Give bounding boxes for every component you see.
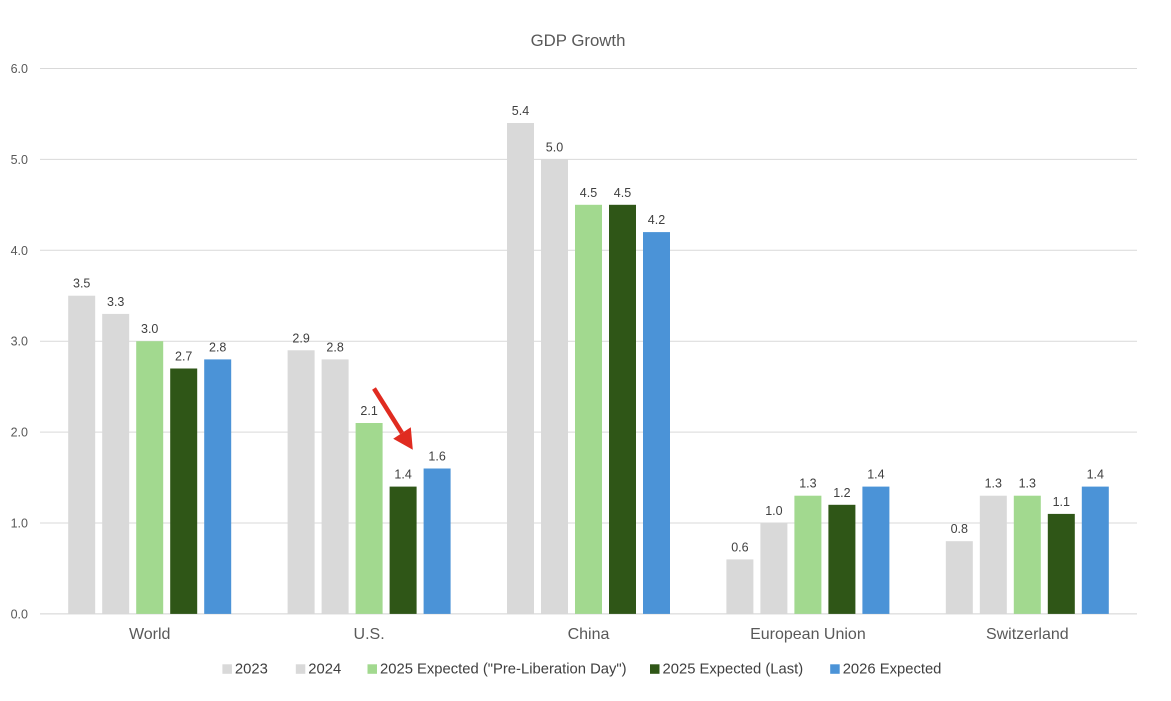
- svg-text:European Union: European Union: [750, 626, 866, 643]
- svg-text:1.4: 1.4: [1087, 468, 1104, 482]
- svg-text:4.5: 4.5: [580, 186, 597, 200]
- svg-text:2.0: 2.0: [11, 426, 28, 440]
- svg-text:2024: 2024: [308, 662, 341, 678]
- svg-text:1.0: 1.0: [11, 517, 28, 531]
- svg-text:1.4: 1.4: [867, 468, 884, 482]
- svg-text:World: World: [129, 626, 171, 643]
- svg-text:4.0: 4.0: [11, 244, 28, 258]
- svg-text:1.6: 1.6: [428, 450, 445, 464]
- svg-text:5.4: 5.4: [512, 104, 529, 118]
- svg-text:1.0: 1.0: [765, 504, 782, 518]
- svg-text:6.0: 6.0: [11, 62, 28, 76]
- svg-text:1.3: 1.3: [985, 477, 1002, 491]
- svg-text:3.0: 3.0: [11, 335, 28, 349]
- svg-text:1.4: 1.4: [394, 468, 411, 482]
- svg-text:2025 Expected (Last): 2025 Expected (Last): [663, 662, 804, 678]
- svg-text:GDP Growth: GDP Growth: [531, 31, 626, 50]
- svg-text:5.0: 5.0: [11, 153, 28, 167]
- svg-text:3.3: 3.3: [107, 295, 124, 309]
- svg-text:0.8: 0.8: [951, 522, 968, 536]
- svg-text:2.8: 2.8: [326, 340, 343, 354]
- svg-text:2.9: 2.9: [292, 331, 309, 345]
- svg-text:0.0: 0.0: [11, 607, 28, 621]
- svg-text:2023: 2023: [235, 662, 268, 678]
- svg-text:1.1: 1.1: [1053, 495, 1070, 509]
- svg-text:3.0: 3.0: [141, 322, 158, 336]
- svg-text:4.2: 4.2: [648, 213, 665, 227]
- svg-text:Switzerland: Switzerland: [986, 626, 1069, 643]
- svg-text:2.1: 2.1: [360, 404, 377, 418]
- svg-text:2.8: 2.8: [209, 340, 226, 354]
- svg-text:0.6: 0.6: [731, 540, 748, 554]
- svg-text:2025 Expected ("Pre-Liberation: 2025 Expected ("Pre-Liberation Day"): [380, 662, 627, 678]
- svg-text:1.3: 1.3: [1019, 477, 1036, 491]
- svg-text:5.0: 5.0: [546, 140, 563, 154]
- svg-text:1.3: 1.3: [799, 477, 816, 491]
- svg-text:2026 Expected: 2026 Expected: [843, 662, 942, 678]
- svg-text:3.5: 3.5: [73, 277, 90, 291]
- svg-text:2.7: 2.7: [175, 350, 192, 364]
- svg-text:China: China: [568, 626, 610, 643]
- svg-text:U.S.: U.S.: [354, 626, 385, 643]
- svg-text:4.5: 4.5: [614, 186, 631, 200]
- svg-text:1.2: 1.2: [833, 486, 850, 500]
